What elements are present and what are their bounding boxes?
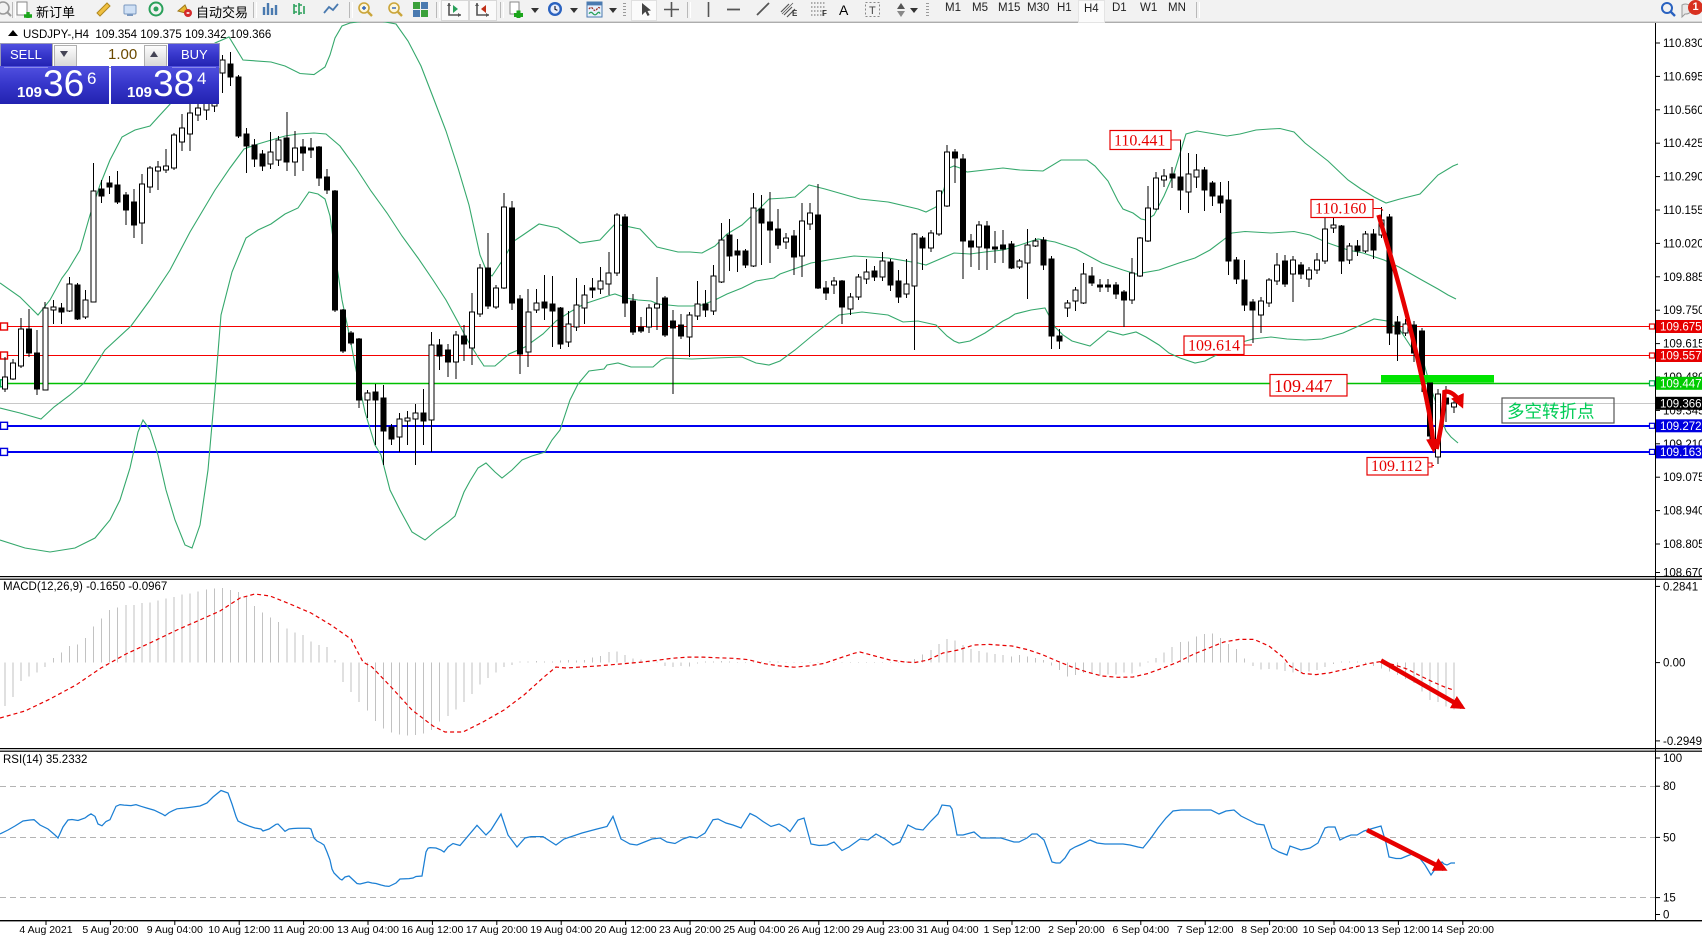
- svg-text:109.557: 109.557: [1660, 351, 1702, 363]
- svg-text:109.272: 109.272: [1660, 421, 1702, 433]
- svg-text:1 Sep 12:00: 1 Sep 12:00: [984, 924, 1041, 936]
- svg-text:109.163: 109.163: [1660, 447, 1702, 459]
- svg-text:110.155: 110.155: [1663, 205, 1702, 217]
- svg-text:109.447: 109.447: [1274, 376, 1333, 396]
- svg-text:13 Aug 04:00: 13 Aug 04:00: [337, 924, 399, 936]
- svg-text:11 Aug 20:00: 11 Aug 20:00: [273, 924, 334, 936]
- svg-text:110.441: 110.441: [1114, 133, 1165, 150]
- svg-text:0.00: 0.00: [1663, 658, 1685, 670]
- svg-text:20 Aug 12:00: 20 Aug 12:00: [595, 924, 657, 936]
- svg-text:0.2841: 0.2841: [1663, 581, 1698, 593]
- svg-text:110.290: 110.290: [1663, 172, 1702, 184]
- svg-text:5 Aug 20:00: 5 Aug 20:00: [82, 924, 138, 936]
- svg-text:RSI(14) 35.2332: RSI(14) 35.2332: [3, 754, 87, 766]
- svg-text:7 Sep 12:00: 7 Sep 12:00: [1177, 924, 1234, 936]
- svg-text:109.885: 109.885: [1663, 272, 1702, 284]
- svg-text:109.112: 109.112: [1371, 458, 1422, 475]
- svg-text:110.695: 110.695: [1663, 71, 1702, 83]
- svg-text:31 Aug 04:00: 31 Aug 04:00: [917, 924, 979, 936]
- svg-text:109.750: 109.750: [1663, 305, 1702, 317]
- svg-text:29 Aug 23:00: 29 Aug 23:00: [852, 924, 914, 936]
- svg-text:110.830: 110.830: [1663, 38, 1702, 50]
- svg-text:-0.2949: -0.2949: [1663, 736, 1702, 748]
- svg-text:109.366: 109.366: [1660, 399, 1702, 411]
- svg-text:110.160: 110.160: [1315, 201, 1366, 218]
- svg-text:108.940: 108.940: [1663, 506, 1702, 518]
- svg-text:USDJPY-,H4 109.354 109.375 10: USDJPY-,H4 109.354 109.375 109.342 109.3…: [23, 29, 271, 41]
- svg-text:6 Sep 04:00: 6 Sep 04:00: [1112, 924, 1169, 936]
- svg-text:110.425: 110.425: [1663, 138, 1702, 150]
- svg-text:108.670: 108.670: [1663, 568, 1702, 580]
- svg-text:9 Aug 04:00: 9 Aug 04:00: [147, 924, 203, 936]
- svg-text:0: 0: [1663, 910, 1669, 922]
- svg-text:109.675: 109.675: [1660, 322, 1702, 334]
- svg-text:100: 100: [1663, 753, 1682, 765]
- svg-text:110.560: 110.560: [1663, 105, 1702, 117]
- svg-text:T: T: [869, 5, 876, 17]
- svg-text:MACD(12,26,9) -0.1650 -0.0967: MACD(12,26,9) -0.1650 -0.0967: [3, 581, 167, 593]
- svg-text:2 Sep 20:00: 2 Sep 20:00: [1048, 924, 1105, 936]
- svg-text:14 Sep 20:00: 14 Sep 20:00: [1432, 924, 1495, 936]
- svg-text:80: 80: [1663, 781, 1676, 793]
- svg-text:109.614: 109.614: [1188, 338, 1240, 355]
- svg-text:17 Aug 20:00: 17 Aug 20:00: [466, 924, 528, 936]
- svg-text:26 Aug 12:00: 26 Aug 12:00: [788, 924, 850, 936]
- svg-text:50: 50: [1663, 832, 1676, 844]
- svg-text:8 Sep 20:00: 8 Sep 20:00: [1241, 924, 1298, 936]
- svg-text:19 Aug 04:00: 19 Aug 04:00: [530, 924, 592, 936]
- svg-text:13 Sep 12:00: 13 Sep 12:00: [1367, 924, 1430, 936]
- svg-text:25 Aug 04:00: 25 Aug 04:00: [723, 924, 785, 936]
- svg-text:108.805: 108.805: [1663, 539, 1702, 551]
- svg-text:多空转折点: 多空转折点: [1507, 402, 1595, 422]
- svg-text:110.020: 110.020: [1663, 238, 1702, 250]
- svg-text:23 Aug 20:00: 23 Aug 20:00: [659, 924, 721, 936]
- svg-text:10 Aug 12:00: 10 Aug 12:00: [208, 924, 270, 936]
- svg-text:15: 15: [1663, 893, 1676, 905]
- svg-text:109.447: 109.447: [1660, 379, 1702, 391]
- svg-text:10 Sep 04:00: 10 Sep 04:00: [1303, 924, 1366, 936]
- svg-text:16 Aug 12:00: 16 Aug 12:00: [401, 924, 463, 936]
- svg-text:109.615: 109.615: [1663, 339, 1702, 351]
- svg-text:4 Aug 2021: 4 Aug 2021: [19, 924, 72, 936]
- svg-text:109.075: 109.075: [1663, 472, 1702, 484]
